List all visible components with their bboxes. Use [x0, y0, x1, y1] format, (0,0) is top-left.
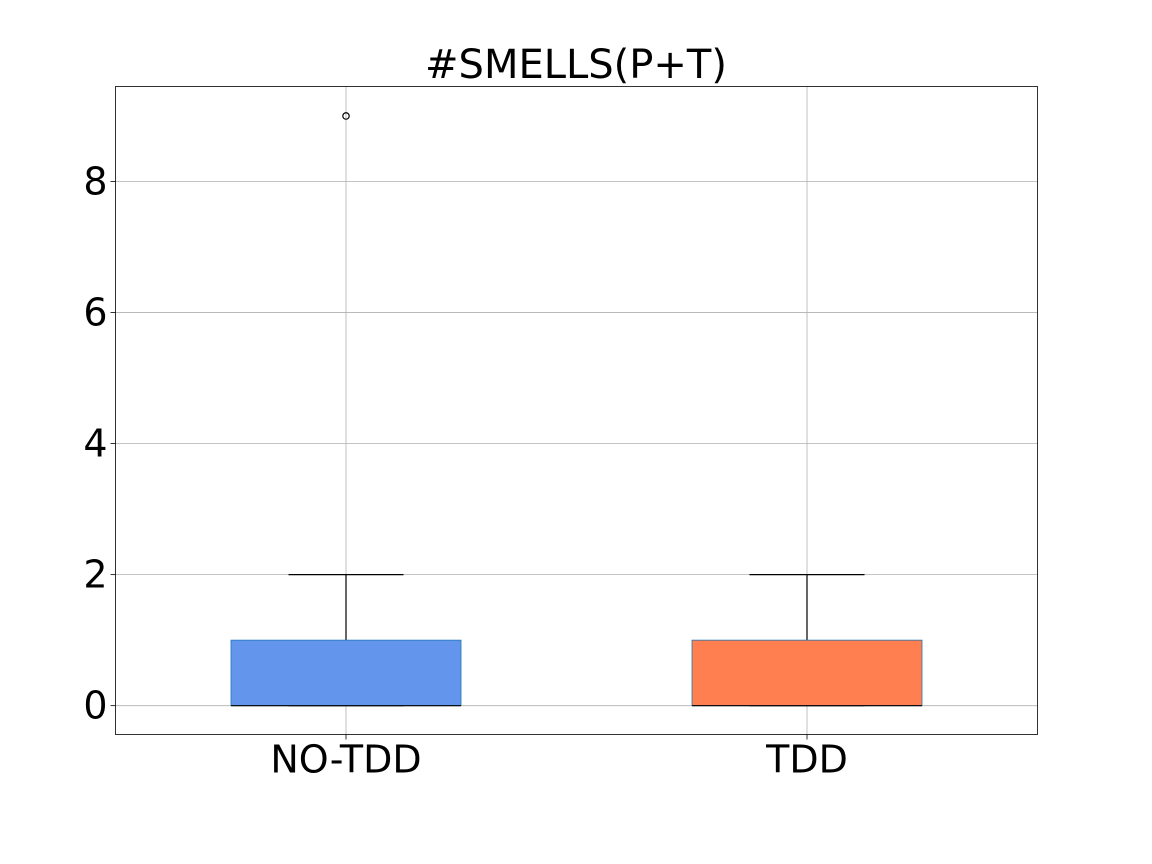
x-axis-ticks: NO-TDD TDD — [270, 734, 848, 782]
box-group-no-tdd — [230, 112, 462, 707]
y-axis-ticks: 0 2 4 6 8 — [83, 160, 116, 728]
box-body — [230, 639, 462, 707]
chart-title: #SMELLS(P+T) — [425, 42, 727, 88]
y-tick-label: 6 — [83, 291, 107, 335]
y-tick-label: 0 — [83, 684, 107, 728]
box-body — [691, 639, 923, 707]
box-layer — [230, 112, 923, 707]
box-group-tdd — [691, 574, 923, 707]
axes-frame — [115, 86, 1038, 735]
outlier-point — [342, 112, 350, 120]
grid-lines — [115, 86, 1038, 735]
y-tick-label: 4 — [83, 422, 107, 466]
x-tick-label: NO-TDD — [270, 738, 421, 782]
y-tick-label: 2 — [83, 553, 107, 597]
x-tick-label: TDD — [765, 738, 848, 782]
y-tick-label: 8 — [83, 160, 107, 204]
